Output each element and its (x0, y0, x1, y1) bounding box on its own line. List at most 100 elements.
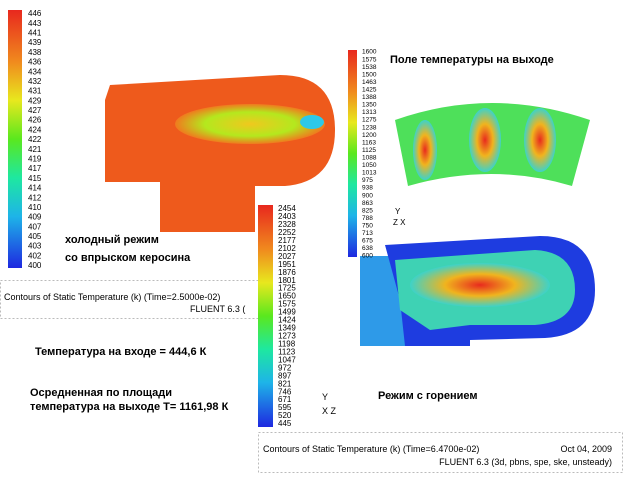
colorbar (8, 10, 22, 268)
legend-label: 1575 (278, 300, 296, 309)
legend-label: 1876 (278, 268, 296, 277)
legend-label: 446 (28, 9, 42, 18)
axis-label: Y (322, 392, 328, 402)
legend-label: 1313 (362, 109, 377, 116)
legend-label: 434 (28, 67, 42, 76)
legend-label: 1198 (278, 339, 296, 348)
legend-label: 713 (362, 230, 373, 237)
legend-label: 2454 (278, 204, 296, 213)
legend-label: 1388 (362, 94, 377, 101)
legend-label: 825 (362, 207, 373, 214)
legend-label: 1088 (362, 154, 377, 161)
caption-box (258, 432, 623, 473)
legend-label: 403 (28, 242, 42, 251)
legend-label: 436 (28, 58, 42, 67)
legend-label: 427 (28, 106, 42, 115)
legend-label: 1350 (362, 102, 377, 109)
legend-label: 421 (28, 145, 42, 154)
label: со впрыском керосина (65, 252, 191, 264)
cold-plot: холодный режим со впрыском керосина Cont… (0, 10, 335, 319)
axis-label: X Z (322, 406, 337, 416)
colorbar (348, 50, 357, 257)
legend-label: 900 (362, 192, 373, 199)
legend-label: 1349 (278, 324, 296, 333)
caption: Contours of Static Temperature (k) (Time… (4, 292, 220, 302)
legend-label: 424 (28, 125, 42, 134)
axis-label: Z X (393, 218, 406, 227)
legend-label: 1200 (362, 132, 377, 139)
legend-label: 1163 (362, 139, 376, 146)
legend-label: 671 (278, 395, 292, 404)
legend-label: 1650 (278, 292, 296, 301)
legend-label: 1424 (278, 316, 296, 325)
domain (105, 75, 335, 232)
contour (413, 120, 437, 180)
legend-label: 438 (28, 48, 42, 57)
legend-label: 821 (278, 379, 292, 388)
legend-label: 2252 (278, 228, 296, 237)
note: температура на выходе Т= 1161,98 К (30, 401, 229, 413)
caption: FLUENT 6.3 (3d, pbns, spe, ske, unsteady… (439, 457, 612, 467)
legend-label: 972 (278, 363, 292, 372)
legend-label: 600 (362, 253, 373, 260)
legend-label: 445 (278, 419, 292, 428)
legend-label: 975 (362, 177, 373, 184)
legend-label: 1238 (362, 124, 377, 131)
legend-label: 412 (28, 193, 42, 202)
legend-label: 422 (28, 135, 42, 144)
legend-label: 1500 (362, 71, 377, 78)
legend-label: 1125 (362, 147, 376, 154)
legend-label: 405 (28, 232, 42, 241)
legend-label: 897 (278, 371, 292, 380)
legend-label: 595 (278, 403, 292, 412)
legend-label: 1801 (278, 276, 296, 285)
legend-label: 1050 (362, 162, 377, 169)
legend-label: 1575 (362, 56, 377, 63)
contour (524, 108, 556, 172)
legend-label: 1273 (278, 332, 296, 341)
legend-label: 426 (28, 116, 42, 125)
legend-label: 1951 (278, 260, 296, 269)
legend-label: 863 (362, 200, 373, 207)
title: Поле температуры на выходе (390, 54, 554, 66)
legend-label: 788 (362, 215, 373, 222)
legend-label: 2102 (278, 244, 296, 253)
legend-label: 1047 (278, 355, 296, 364)
legend-label: 1013 (362, 170, 377, 177)
caption: Oct 04, 2009 (560, 444, 612, 454)
legend-label: 407 (28, 222, 42, 231)
caption: FLUENT 6.3 ( (190, 304, 245, 314)
legend-label: 1725 (278, 284, 296, 293)
contour (175, 104, 325, 144)
legend-label: 750 (362, 222, 373, 229)
combustion-plot: Режим с горением Y X Z Contours of Stati… (258, 205, 623, 473)
legend-label: 2027 (278, 252, 296, 261)
outlet-plot: Поле температуры на выходе Y Z X (348, 50, 590, 257)
legend-label: 1425 (362, 86, 377, 93)
axis-label: Y (395, 207, 401, 216)
legend-label: 2403 (278, 212, 296, 221)
legend-label: 746 (278, 387, 292, 396)
label: холодный режим (65, 234, 159, 246)
contour (300, 115, 324, 129)
legend-label: 1538 (362, 64, 377, 71)
legend-label: 400 (28, 261, 42, 270)
legend-label: 402 (28, 251, 42, 260)
legend-label: 414 (28, 184, 42, 193)
legend-label: 2328 (278, 220, 296, 229)
legend-label: 1275 (362, 117, 377, 124)
legend-label: 431 (28, 87, 42, 96)
legend-label: 1600 (362, 49, 377, 56)
legend-label: 1123 (278, 347, 296, 356)
legend-label: 1499 (278, 308, 296, 317)
legend-label: 429 (28, 96, 42, 105)
legend-label: 415 (28, 174, 42, 183)
legend-label: 638 (362, 245, 373, 252)
legend-label: 1463 (362, 79, 377, 86)
legend-label: 432 (28, 77, 42, 86)
legend-label: 675 (362, 238, 373, 245)
legend-label: 439 (28, 38, 42, 47)
contour (410, 263, 550, 307)
legend-label: 409 (28, 213, 42, 222)
